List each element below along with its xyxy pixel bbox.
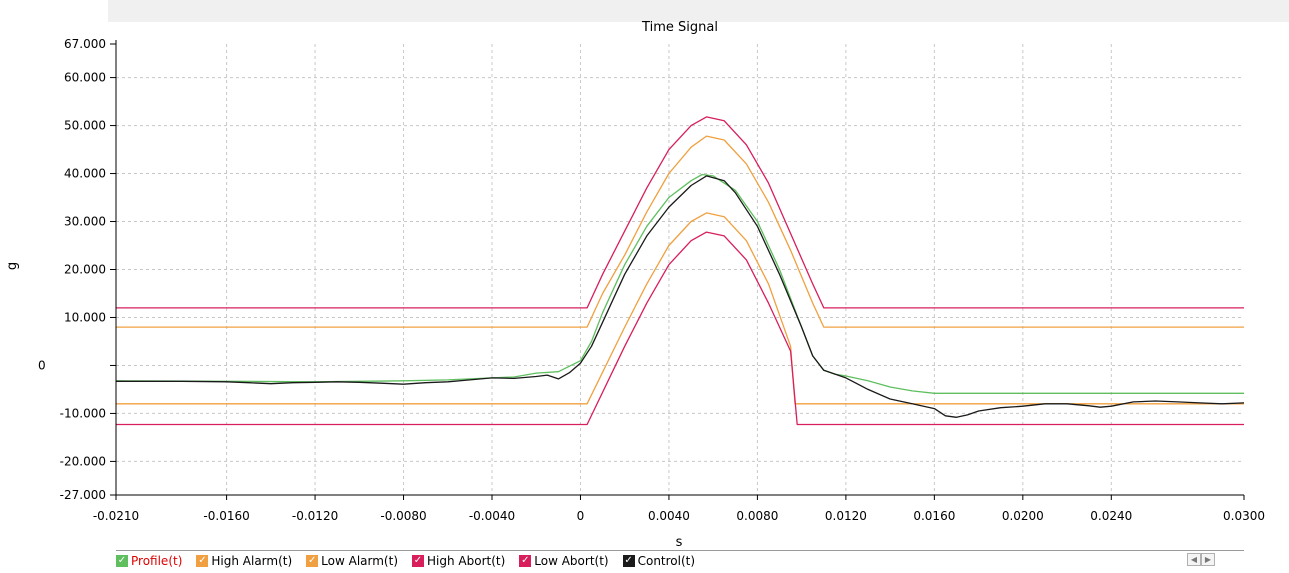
x-tick-label: 0	[577, 509, 585, 523]
x-tick-label: -0.0040	[469, 509, 515, 523]
x-tick-label: -0.0160	[203, 509, 249, 523]
y-tick-label: 50.000	[64, 119, 106, 133]
y-tick-label: 67.000	[64, 37, 106, 51]
series-line-0	[115, 173, 1244, 394]
series-line-2	[116, 212, 1244, 405]
y-tick-label: 10.000	[64, 310, 106, 324]
axes: -0.0210 -0.0160 -0.0120 -0.0080 -0.0040 0 0.00…	[38, 37, 1265, 523]
legend: ✓ Profile(t) ✓ High Alarm(t) ✓ Low Alarm(t) ✓ H…	[116, 553, 709, 569]
y-axis-label: g	[5, 262, 20, 270]
legend-item-1[interactable]: ✓ High Alarm(t)	[196, 554, 292, 568]
legend-label: Low Abort(t)	[534, 554, 609, 568]
series-lines	[115, 116, 1245, 426]
checkbox-icon[interactable]: ✓	[622, 555, 635, 567]
legend-item-3[interactable]: ✓ High Abort(t)	[412, 554, 505, 568]
checkbox-icon[interactable]: ✓	[412, 555, 424, 567]
x-tick-label: -0.0120	[292, 509, 338, 523]
x-tick-label: 0.0200	[1002, 509, 1044, 523]
x-tick-label: 0.0120	[825, 509, 867, 523]
y-tick-label: 60.000	[64, 71, 106, 85]
legend-label: Low Alarm(t)	[321, 554, 398, 568]
triangle-right-icon: ▶	[1204, 555, 1212, 564]
x-tick-label: 0.0080	[736, 509, 778, 523]
x-tick-label: 0.0160	[913, 509, 955, 523]
x-tick-label: -0.0080	[380, 509, 426, 523]
legend-item-5[interactable]: ✓ Control(t)	[622, 554, 696, 568]
legend-label: Profile(t)	[131, 554, 183, 568]
scroll-left-button[interactable]: ◀	[1187, 553, 1201, 566]
y-tick-label: 20.000	[64, 263, 106, 277]
legend-item-4[interactable]: ✓ Low Abort(t)	[519, 554, 609, 568]
legend-item-2[interactable]: ✓ Low Alarm(t)	[306, 554, 398, 568]
y-tick-label: -10.000	[60, 406, 106, 420]
x-tick-label: 0.0300	[1223, 509, 1265, 523]
chart-title: Time Signal	[641, 20, 718, 35]
y-tick-label: 30.000	[64, 215, 106, 229]
y-tick-label: -20.000	[60, 454, 106, 468]
x-tick-label: -0.0210	[93, 509, 139, 523]
checkbox-icon[interactable]: ✓	[519, 555, 532, 567]
grid-lines	[116, 44, 1244, 495]
checkbox-icon[interactable]: ✓	[196, 555, 209, 567]
x-tick-label: 0.0240	[1090, 509, 1132, 523]
triangle-left-icon: ◀	[1190, 555, 1198, 564]
y-tick-label: 0	[38, 358, 46, 372]
y-tick-label: 40.000	[64, 167, 106, 181]
checkbox-icon[interactable]: ✓	[116, 555, 128, 567]
legend-label: High Alarm(t)	[211, 554, 293, 568]
y-tick-label: -27.000	[60, 488, 106, 502]
series-line-4	[116, 231, 1244, 426]
series-line-1	[116, 135, 1244, 328]
legend-label: Control(t)	[637, 554, 696, 568]
x-axis-label: s	[676, 535, 683, 550]
legend-item-0[interactable]: ✓ Profile(t)	[116, 554, 182, 568]
x-tick-label: 0.0040	[648, 509, 690, 523]
series-line-3	[116, 116, 1244, 309]
scroll-right-button[interactable]: ▶	[1201, 553, 1215, 566]
legend-bar: ✓ Profile(t) ✓ High Alarm(t) ✓ Low Alarm(t) ✓ H…	[116, 550, 1244, 570]
series-line-5	[116, 175, 1245, 418]
legend-label: High Abort(t)	[427, 554, 506, 568]
checkbox-icon[interactable]: ✓	[306, 555, 319, 567]
